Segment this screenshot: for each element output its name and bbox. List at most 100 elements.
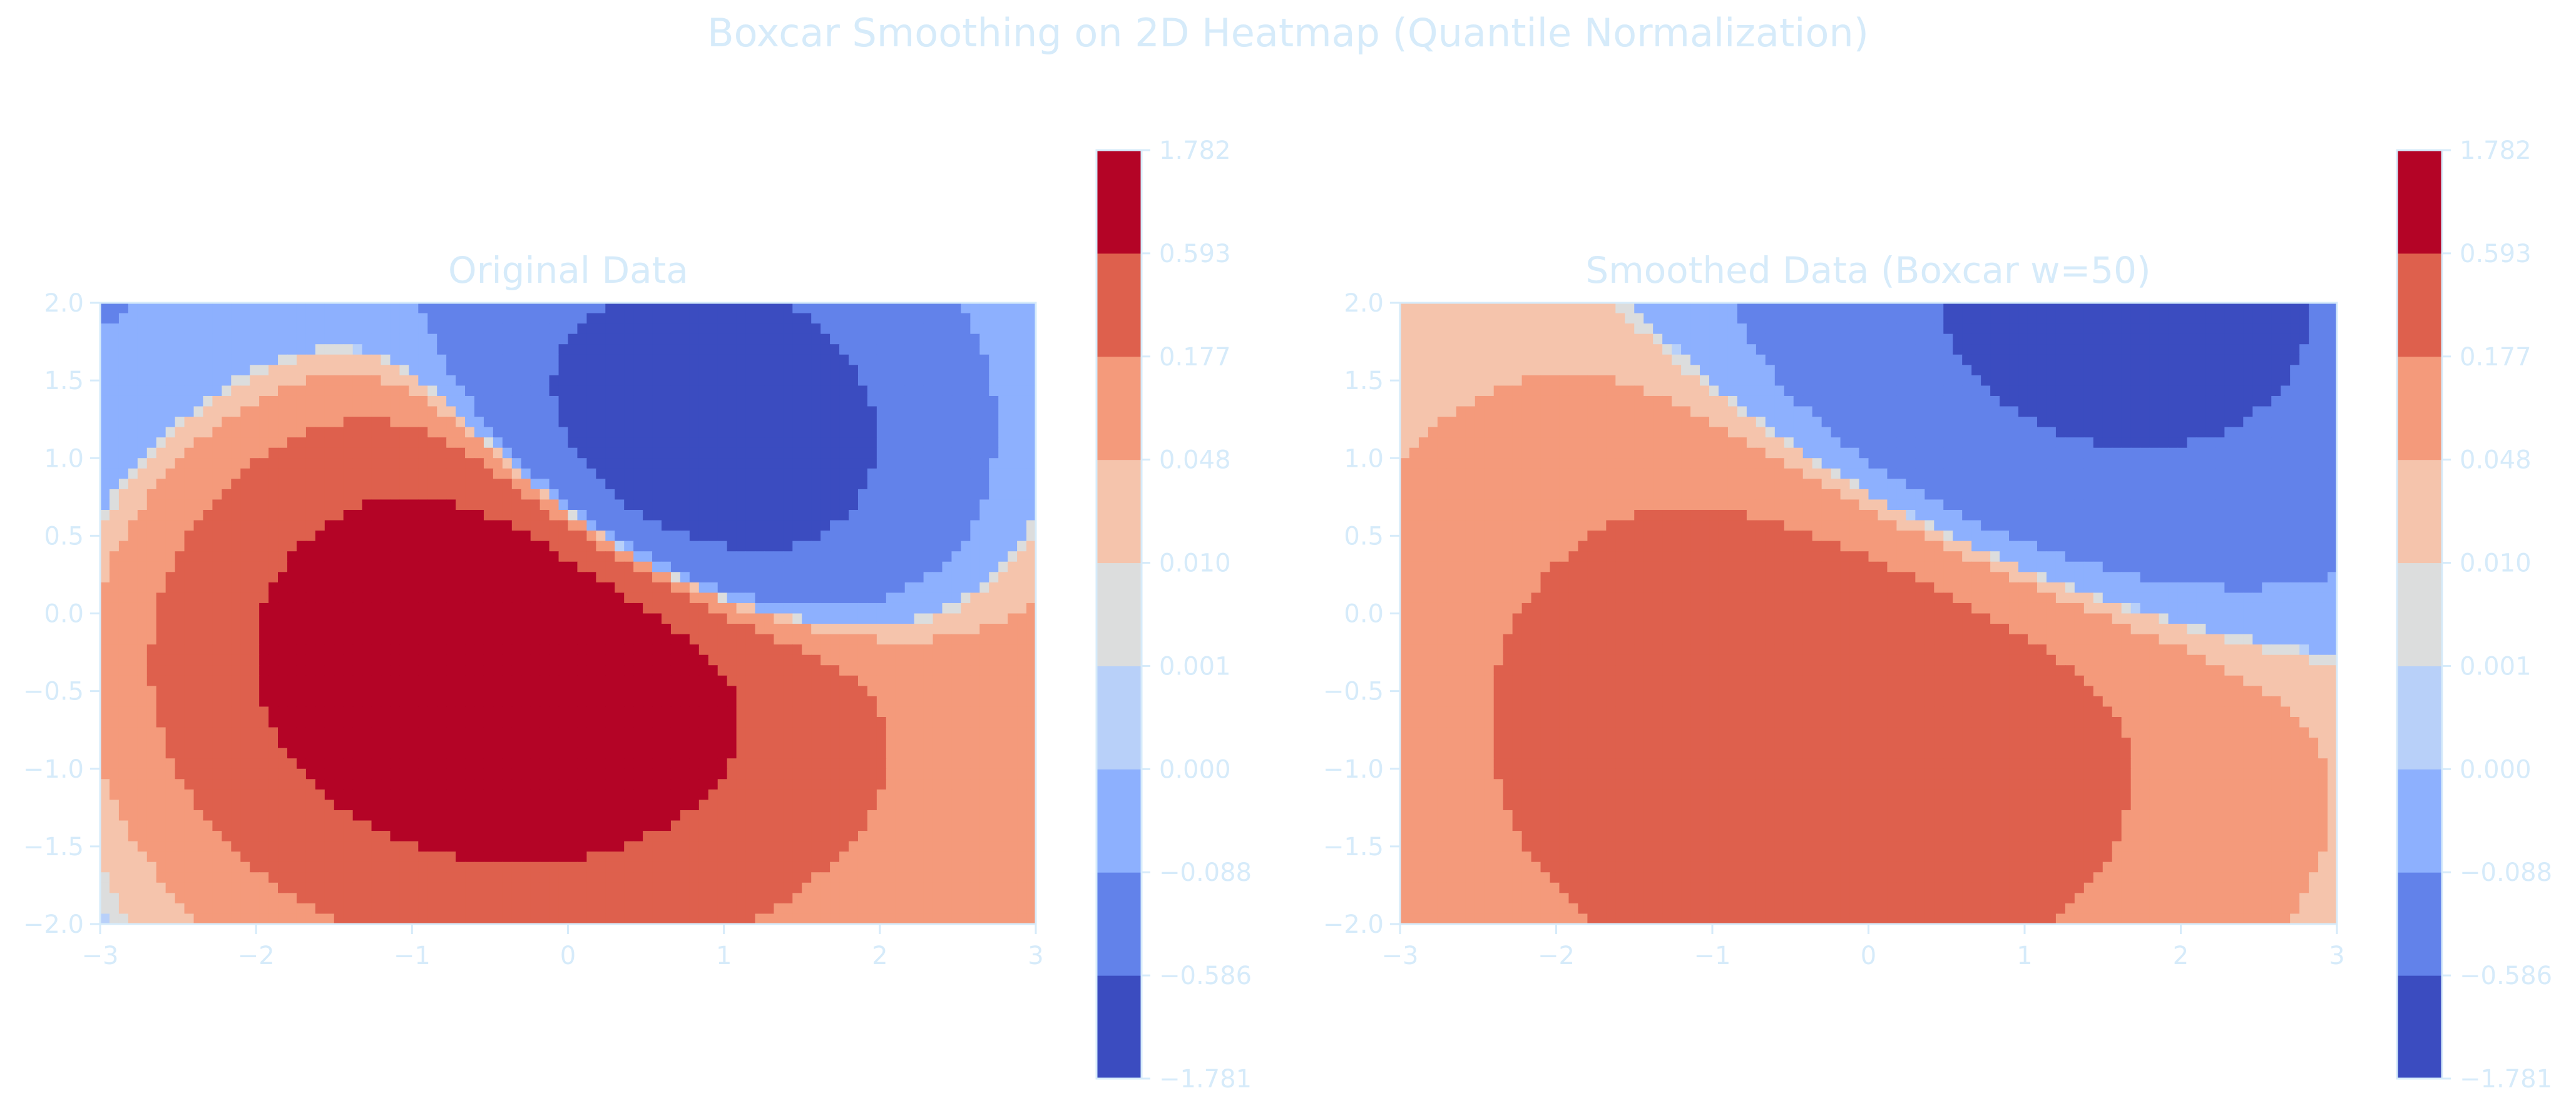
heatmap-cell xyxy=(586,738,596,748)
heatmap-cell xyxy=(156,375,166,386)
heatmap-cell xyxy=(998,344,1008,355)
heatmap-cell xyxy=(194,551,204,562)
heatmap-cell xyxy=(156,572,166,582)
heatmap-cell xyxy=(989,614,999,624)
heatmap-cell xyxy=(727,510,737,521)
heatmap-cell xyxy=(877,676,887,686)
heatmap-cell xyxy=(792,748,802,759)
heatmap-cell xyxy=(521,665,531,676)
heatmap-cell xyxy=(746,407,756,417)
heatmap-cell xyxy=(896,365,906,375)
heatmap-cell xyxy=(399,592,409,603)
heatmap-cell xyxy=(662,489,672,500)
heatmap-cell xyxy=(156,634,166,645)
heatmap-cell xyxy=(1008,448,1018,459)
heatmap-cell xyxy=(512,738,522,748)
heatmap-cell xyxy=(708,365,718,375)
heatmap-cell xyxy=(138,655,148,666)
heatmap-cell xyxy=(680,365,690,375)
heatmap-cell xyxy=(662,676,672,686)
heatmap-cell xyxy=(1008,479,1018,489)
heatmap-cell xyxy=(119,562,129,572)
heatmap-cell xyxy=(446,448,456,459)
heatmap-cell xyxy=(643,396,653,407)
heatmap-cell xyxy=(540,313,550,324)
heatmap-cell xyxy=(119,531,129,541)
heatmap-cell xyxy=(989,562,999,572)
heatmap-cell xyxy=(399,603,409,614)
heatmap-cell xyxy=(531,469,541,479)
heatmap-cell xyxy=(381,448,391,459)
heatmap-cell xyxy=(203,728,213,738)
heatmap-cell xyxy=(811,417,821,427)
heatmap-cell xyxy=(344,562,354,572)
heatmap-cell xyxy=(690,634,700,645)
heatmap-cell xyxy=(568,706,578,717)
heatmap-cell xyxy=(147,551,157,562)
heatmap-cell xyxy=(605,634,615,645)
heatmap-cell xyxy=(877,551,887,562)
heatmap-cell xyxy=(905,313,915,324)
heatmap-cell xyxy=(605,396,615,407)
heatmap-cell xyxy=(839,458,849,469)
heatmap-cell xyxy=(250,614,260,624)
heatmap-cell xyxy=(559,696,569,707)
heatmap-cell xyxy=(240,344,250,355)
heatmap-cell xyxy=(138,676,148,686)
heatmap-cell xyxy=(147,531,157,541)
heatmap-cell xyxy=(764,303,774,313)
heatmap-cell xyxy=(652,323,662,334)
heatmap-cell xyxy=(998,551,1008,562)
heatmap-cell xyxy=(671,706,681,717)
heatmap-cell xyxy=(820,686,831,696)
heatmap-cell xyxy=(212,634,222,645)
heatmap-cell xyxy=(605,810,615,821)
heatmap-cell xyxy=(708,313,718,324)
heatmap-cell xyxy=(456,323,466,334)
heatmap-cell xyxy=(774,706,784,717)
heatmap-cell xyxy=(970,634,980,645)
heatmap-cell xyxy=(138,717,148,728)
heatmap-cell xyxy=(147,696,157,707)
heatmap-cell xyxy=(811,790,821,800)
heatmap-cell xyxy=(877,706,887,717)
heatmap-cell xyxy=(381,365,391,375)
heatmap-cell xyxy=(465,489,475,500)
heatmap-cell xyxy=(933,634,943,645)
heatmap-cell xyxy=(409,624,419,634)
heatmap-cell xyxy=(605,728,615,738)
heatmap-cell xyxy=(690,624,700,634)
heatmap-cell xyxy=(465,728,475,738)
heatmap-cell xyxy=(802,779,812,790)
heatmap-cell xyxy=(549,323,560,334)
heatmap-cell xyxy=(185,779,195,790)
heatmap-cell xyxy=(624,427,634,438)
heatmap-cell xyxy=(287,469,297,479)
heatmap-cell xyxy=(774,499,784,510)
heatmap-cell xyxy=(605,427,615,438)
heatmap-cell xyxy=(1026,365,1036,375)
heatmap-cell xyxy=(708,624,718,634)
heatmap-cell xyxy=(727,769,737,780)
heatmap-cell xyxy=(315,323,325,334)
heatmap-cell xyxy=(465,614,475,624)
heatmap-cell xyxy=(119,779,129,790)
heatmap-cell xyxy=(858,551,868,562)
heatmap-cell xyxy=(914,469,924,479)
heatmap-cell xyxy=(718,562,728,572)
heatmap-cell xyxy=(559,365,569,375)
heatmap-cell xyxy=(914,790,924,800)
heatmap-cell xyxy=(886,738,896,748)
heatmap-cell xyxy=(839,572,849,582)
heatmap-cell xyxy=(811,334,821,345)
heatmap-cell xyxy=(811,458,821,469)
heatmap-cell xyxy=(484,365,494,375)
heatmap-cell xyxy=(998,417,1008,427)
heatmap-cell xyxy=(1017,469,1027,479)
heatmap-cell xyxy=(268,758,279,769)
heatmap-cell xyxy=(315,676,325,686)
heatmap-cell xyxy=(568,758,578,769)
heatmap-cell xyxy=(484,738,494,748)
heatmap-cell xyxy=(512,521,522,531)
heatmap-cell xyxy=(933,365,943,375)
